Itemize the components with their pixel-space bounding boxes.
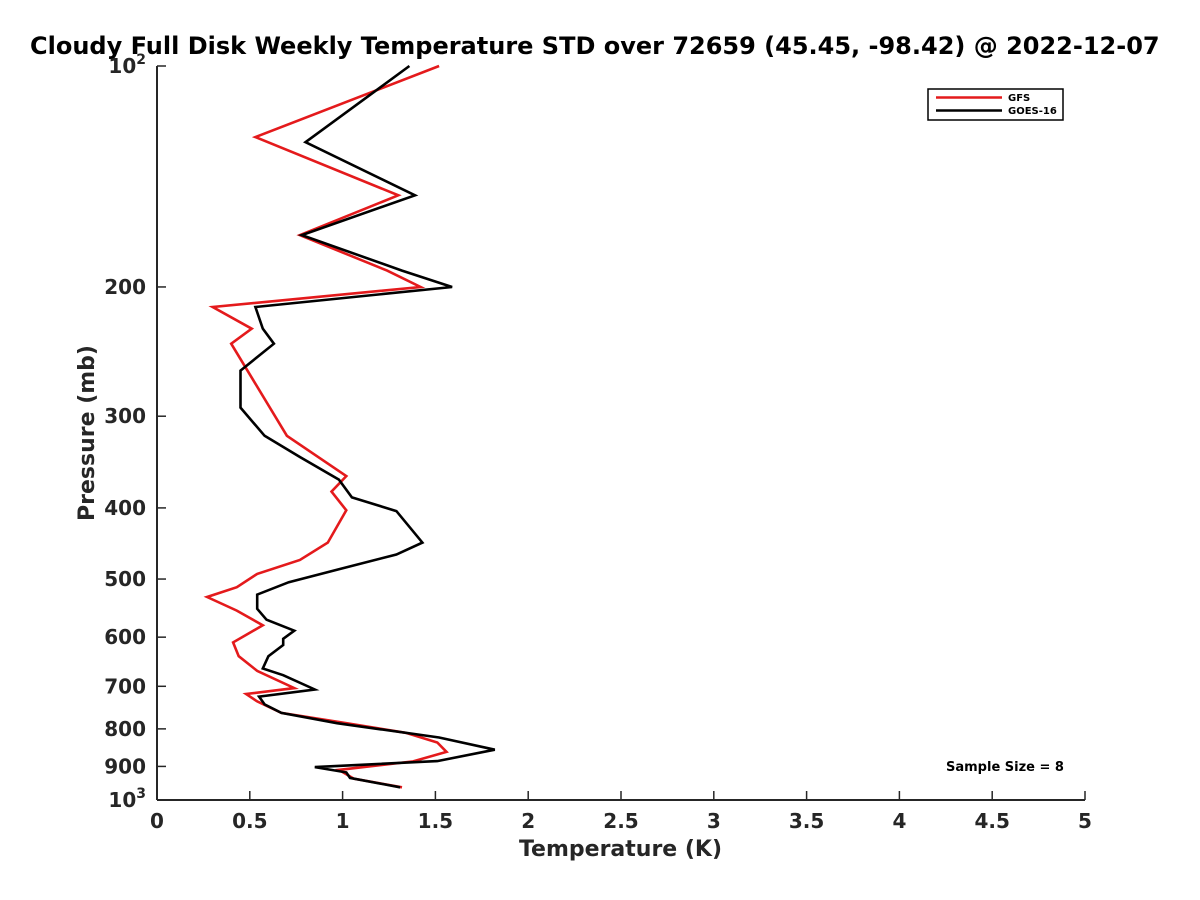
legend-label-goes16: GOES-16 — [1008, 106, 1057, 117]
legend-label-gfs: GFS — [1008, 93, 1030, 104]
y-axis-title: Pressure (mb) — [75, 345, 100, 521]
x-tick-label: 5 — [1078, 809, 1092, 833]
y-tick-label: 500 — [104, 567, 146, 591]
x-tick-label: 0 — [150, 809, 164, 833]
series-line-goes16 — [239, 64, 496, 789]
y-tick-label: 700 — [104, 674, 146, 698]
plot-area: 0 0.5 1 1.5 2 2.5 3 3.5 4 4.5 5 102 200 300 400 500 600 7… — [104, 52, 1092, 833]
x-tick-label: 2.5 — [603, 809, 638, 833]
x-tick-label: 1.5 — [418, 809, 453, 833]
x-tick-label: 1 — [336, 809, 350, 833]
x-tick-label: 2 — [521, 809, 535, 833]
y-tick-label: 102 — [108, 52, 146, 78]
y-tick-label: 800 — [104, 717, 146, 741]
series-line-gfs — [203, 64, 449, 789]
y-tick-label: 400 — [104, 496, 146, 520]
x-tick-label: 3.5 — [789, 809, 824, 833]
x-tick-label: 3 — [707, 809, 721, 833]
chart-title: Cloudy Full Disk Weekly Temperature STD … — [30, 32, 1160, 60]
y-tick-label: 103 — [108, 786, 146, 812]
x-tick-label: 0.5 — [232, 809, 267, 833]
x-tick-label: 4 — [892, 809, 906, 833]
y-tick-label: 600 — [104, 625, 146, 649]
sample-size-annotation: Sample Size = 8 — [946, 760, 1064, 775]
y-tick-label: 200 — [104, 275, 146, 299]
x-axis-title: Temperature (K) — [519, 837, 722, 862]
legend-box — [927, 88, 1064, 121]
y-tick-label: 900 — [104, 754, 146, 778]
legend: GFS GOES-16 — [927, 88, 1064, 121]
y-tick-label: 300 — [104, 404, 146, 428]
x-tick-label: 4.5 — [974, 809, 1009, 833]
